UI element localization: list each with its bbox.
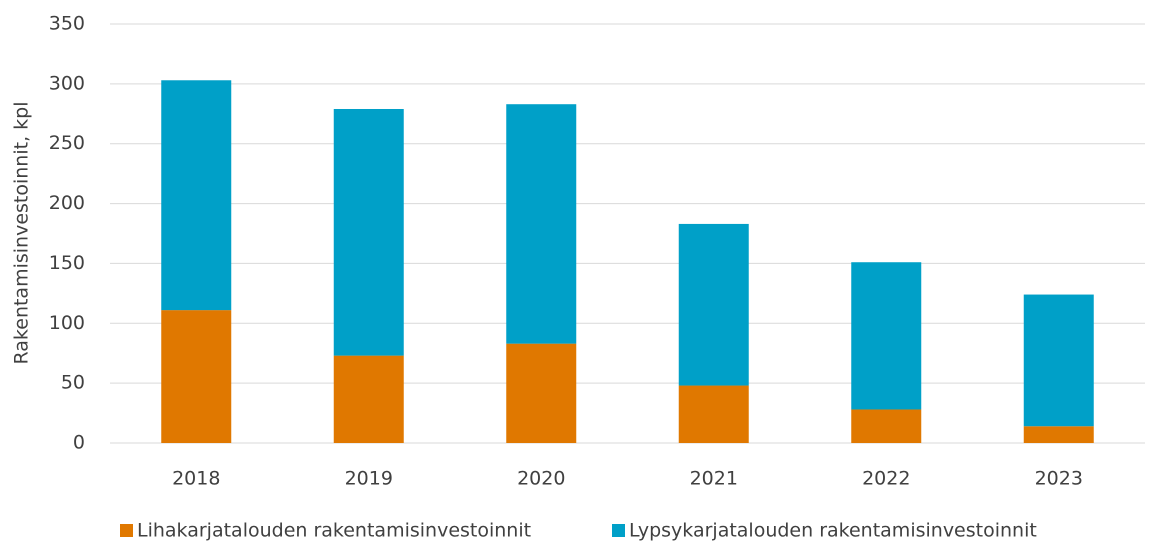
x-tick-label: 2020 [517, 468, 565, 490]
bar [1023, 426, 1094, 443]
y-tick-label: 0 [73, 432, 85, 454]
bar [851, 262, 922, 410]
y-axis-label: Rakentamisinvestoinnit, kpl [11, 101, 33, 364]
y-tick-label: 350 [49, 13, 85, 35]
y-tick-label: 50 [61, 372, 85, 394]
bar [678, 385, 749, 443]
bar [506, 104, 577, 344]
bar [506, 343, 577, 443]
legend-label: Lihakarjatalouden rakentamisinvestoinnit [137, 520, 531, 542]
bar [851, 409, 922, 443]
bar [161, 310, 232, 443]
x-tick-label: 2021 [690, 468, 738, 490]
bar [333, 108, 404, 356]
x-tick-label: 2023 [1035, 468, 1083, 490]
x-tick-label: 2018 [172, 468, 220, 490]
bar [333, 355, 404, 443]
bar [161, 80, 232, 311]
x-tick-label: 2022 [862, 468, 910, 490]
legend-label: Lypsykarjatalouden rakentamisinvestoinni… [629, 520, 1037, 542]
y-tick-label: 100 [49, 312, 85, 334]
y-tick-label: 150 [49, 252, 85, 274]
bar [1023, 294, 1094, 427]
legend-swatch [120, 524, 133, 537]
y-tick-label: 250 [49, 132, 85, 154]
y-tick-label: 200 [49, 192, 85, 214]
bar [678, 223, 749, 386]
x-tick-label: 2019 [345, 468, 393, 490]
legend-swatch [612, 524, 625, 537]
y-tick-label: 300 [49, 72, 85, 94]
